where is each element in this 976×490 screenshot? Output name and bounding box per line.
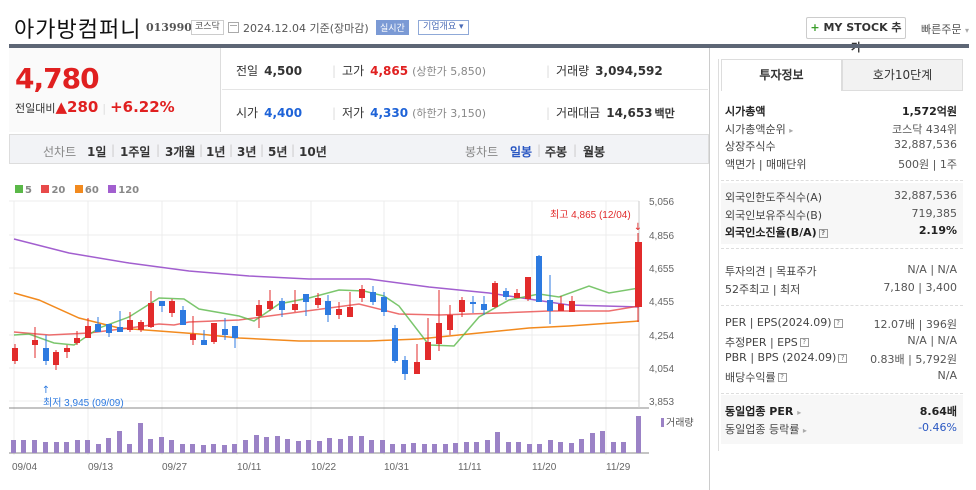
svg-text:10/22: 10/22 bbox=[311, 462, 336, 473]
svg-text:09/13: 09/13 bbox=[88, 462, 113, 473]
foreign-section: 외국인한도주식수(A) 32,887,536 외국인보유주식수(B) 719,385… bbox=[721, 183, 963, 244]
ma5-swatch bbox=[15, 185, 23, 193]
svg-text:4,455: 4,455 bbox=[649, 297, 674, 308]
market-cap-section: 시가총액 1,572억원 시가총액순위 ▸ 코스닥 434위 상장주식수 32,887… bbox=[725, 105, 957, 171]
ma60-swatch bbox=[74, 185, 83, 193]
svg-text:11/11: 11/11 bbox=[458, 462, 482, 473]
period-1w[interactable]: 1주일 bbox=[120, 145, 151, 159]
invest-info-panel: 투자정보 호가10단계 시가총액 1,572억원 시가총액순위 ▸ 코스닥 434위… bbox=[718, 59, 963, 451]
market-badge: 코스닥 bbox=[191, 20, 224, 35]
price-change: 전일대비▲280 | +6.22% bbox=[15, 98, 175, 116]
help-icon[interactable]: ? bbox=[777, 373, 787, 382]
plus-icon: + bbox=[810, 21, 820, 34]
period-1d[interactable]: 1일 bbox=[87, 145, 107, 159]
calendar-icon bbox=[228, 22, 239, 33]
current-price-panel: 4,780 전일대비▲280 | +6.22% bbox=[9, 48, 221, 132]
tab-invest-info[interactable]: 투자정보 bbox=[721, 59, 842, 91]
line-chart-label: 선차트 bbox=[43, 145, 77, 159]
quick-order-dropdown[interactable]: 빠른주문 ▾ bbox=[921, 21, 969, 37]
svg-text:11/20: 11/20 bbox=[532, 462, 557, 473]
ma120-swatch bbox=[108, 185, 117, 193]
period-5y[interactable]: 5년 bbox=[268, 145, 288, 159]
svg-text:11/29: 11/29 bbox=[606, 462, 631, 473]
candlestick-chart[interactable]: 5 20 60 120 bbox=[9, 180, 709, 490]
stock-header: 아가방컴퍼니 013990 코스닥 2024.12.04 기준(장마감) 실시간… bbox=[0, 0, 976, 54]
open-price: 시가 4,400 bbox=[236, 106, 303, 120]
up-triangle-icon: ▲ bbox=[55, 98, 68, 116]
help-icon[interactable]: ? bbox=[818, 228, 828, 238]
tab-order-book[interactable]: 호가10단계 bbox=[842, 59, 963, 91]
chevron-right-icon: ▸ bbox=[789, 125, 794, 135]
candle-chart-label: 봉차트 bbox=[465, 145, 499, 159]
chart-period-bar: 선차트 1일 | 1주일 | 3개월 | 1년 | 3년 | 5년 | 10년 … bbox=[9, 134, 709, 164]
add-mystock-button[interactable]: + MY STOCK 추가 bbox=[806, 17, 906, 54]
current-price: 4,780 bbox=[15, 62, 100, 95]
candles bbox=[12, 233, 642, 380]
stock-code: 013990 bbox=[146, 21, 192, 34]
ma-legend: 5 20 60 120 bbox=[15, 185, 139, 196]
svg-text:10/11: 10/11 bbox=[237, 462, 262, 473]
chevron-down-icon: ▾ bbox=[964, 26, 969, 35]
volume-bars bbox=[11, 416, 664, 453]
volume: | 거래량 3,094,592 bbox=[546, 64, 663, 78]
svg-text:09/27: 09/27 bbox=[162, 462, 187, 473]
valuation-section: PER | EPS(2024.09)? 12.07배 | 396원 추정PER |… bbox=[725, 316, 957, 384]
help-icon[interactable]: ? bbox=[838, 353, 848, 363]
change-label: 전일대비 bbox=[15, 102, 56, 115]
svg-text:↓: ↓ bbox=[634, 222, 642, 233]
base-date: 2024.12.04 기준(장마감) bbox=[243, 22, 369, 35]
industry-per-link[interactable]: 동일업종 PER ▸ bbox=[725, 405, 802, 418]
realtime-button[interactable]: 실시간 bbox=[376, 20, 409, 35]
quick-order-label: 빠른주문 bbox=[921, 23, 962, 36]
company-name: 아가방컴퍼니 bbox=[14, 18, 142, 43]
low-price: | 저가 4,330 (하한가 3,150) bbox=[332, 106, 487, 120]
chevron-right-icon: ▸ bbox=[797, 408, 802, 417]
price-stats: 전일 4,500 | 고가 4,865 (상한가 5,850) | 거래량 3,094,59… bbox=[222, 48, 708, 132]
chevron-right-icon: ▸ bbox=[802, 425, 807, 435]
svg-text:4,054: 4,054 bbox=[649, 364, 674, 375]
svg-text:10/31: 10/31 bbox=[384, 462, 409, 473]
period-10y[interactable]: 10년 bbox=[299, 145, 327, 159]
svg-text:09/04: 09/04 bbox=[12, 462, 37, 473]
chevron-down-icon: ▾ bbox=[459, 22, 464, 32]
change-percent: +6.22% bbox=[110, 98, 175, 116]
ma20-swatch bbox=[41, 185, 50, 193]
candle-daily[interactable]: 일봉 bbox=[510, 145, 533, 159]
svg-text:최저 3,945 (09/09): 최저 3,945 (09/09) bbox=[43, 397, 124, 409]
add-mystock-label: MY STOCK 추가 bbox=[823, 21, 902, 54]
high-price: | 고가 4,865 (상한가 5,850) bbox=[332, 64, 487, 78]
market-cap-rank-link[interactable]: 시가총액순위 ▸ bbox=[725, 122, 794, 136]
opinion-section: 투자의견 | 목표주가 N/A | N/A 52주최고 | 최저 7,180 | 3… bbox=[725, 263, 957, 296]
period-3m[interactable]: 3개월 bbox=[165, 145, 196, 159]
svg-text:4,856: 4,856 bbox=[649, 231, 674, 242]
corp-info-dropdown[interactable]: 기업개요 ▾ bbox=[418, 20, 469, 35]
industry-section: 동일업종 PER ▸ 8.64배 동일업종 등락률 ▸ -0.46% bbox=[721, 395, 963, 444]
svg-text:거래량: 거래량 bbox=[666, 417, 694, 429]
svg-text:4,655: 4,655 bbox=[649, 264, 674, 275]
help-icon[interactable]: ? bbox=[833, 318, 843, 328]
prev-close: 전일 4,500 bbox=[236, 64, 303, 78]
divider bbox=[709, 48, 710, 490]
trade-amount: | 거래대금 14,653 백만 bbox=[546, 106, 675, 120]
corp-info-label: 기업개요 bbox=[423, 22, 457, 32]
candle-monthly[interactable]: 월봉 bbox=[583, 145, 606, 159]
change-value: 280 bbox=[67, 98, 99, 116]
period-1y[interactable]: 1년 bbox=[206, 145, 226, 159]
svg-text:↑: ↑ bbox=[42, 385, 50, 396]
industry-change-link[interactable]: 동일업종 등락률 ▸ bbox=[725, 422, 807, 436]
period-3y[interactable]: 3년 bbox=[237, 145, 257, 159]
help-icon[interactable]: ? bbox=[799, 338, 809, 347]
svg-text:3,853: 3,853 bbox=[649, 397, 674, 408]
divider bbox=[9, 44, 969, 48]
svg-text:최고 4,865 (12/04): 최고 4,865 (12/04) bbox=[550, 209, 631, 221]
svg-text:4,254: 4,254 bbox=[649, 331, 674, 342]
y-tick: 5,056 bbox=[649, 197, 674, 208]
chart-canvas: 5,056 4,856 4,655 4,455 4,254 4,054 3,85… bbox=[9, 197, 694, 473]
candle-weekly[interactable]: 주봉 bbox=[545, 145, 568, 159]
